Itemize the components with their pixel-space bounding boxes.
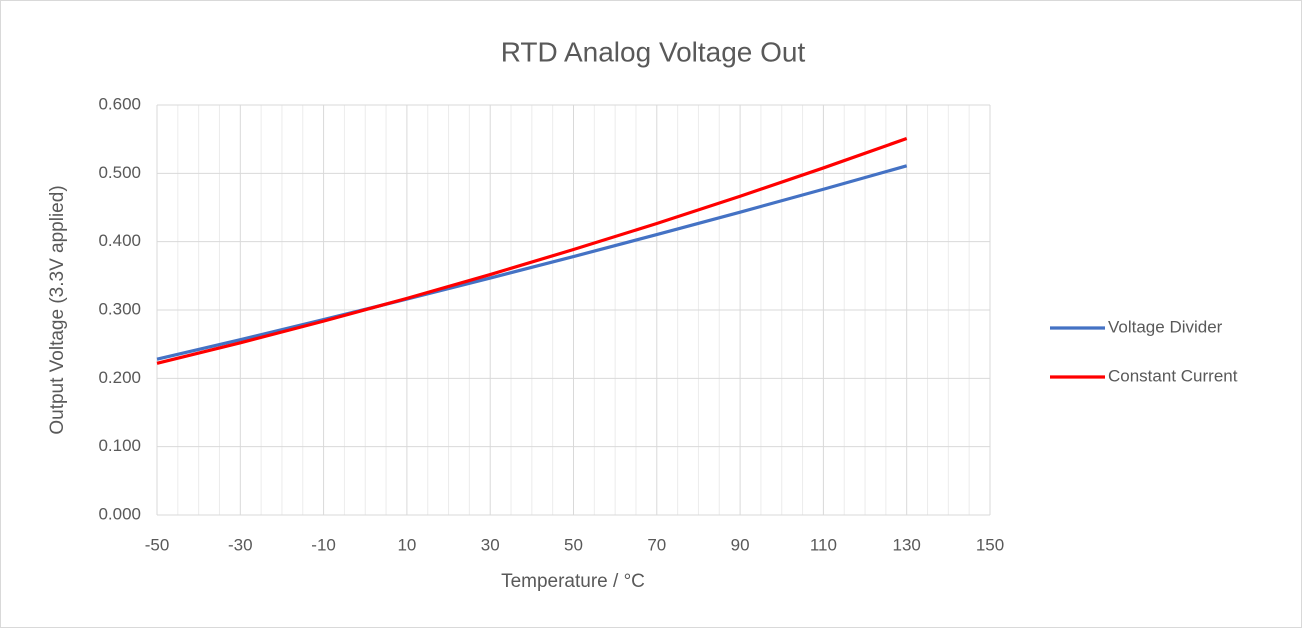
x-tick-label: 70 bbox=[647, 535, 666, 554]
x-tick-label: 10 bbox=[397, 535, 416, 554]
y-tick-label: 0.300 bbox=[98, 299, 141, 318]
x-tick-label: -50 bbox=[145, 535, 170, 554]
legend-label: Constant Current bbox=[1108, 366, 1238, 385]
y-tick-label: 0.400 bbox=[98, 231, 141, 250]
x-tick-label: -30 bbox=[228, 535, 253, 554]
chart-title: RTD Analog Voltage Out bbox=[501, 36, 806, 67]
x-tick-label: 90 bbox=[731, 535, 750, 554]
x-tick-label: 150 bbox=[976, 535, 1004, 554]
y-axis-label: Output Voltage (3.3V applied) bbox=[47, 185, 68, 434]
x-tick-label: 110 bbox=[810, 535, 837, 554]
y-tick-label: 0.000 bbox=[98, 504, 141, 523]
x-axis-label: Temperature / °C bbox=[501, 571, 645, 592]
x-tick-label: -10 bbox=[311, 535, 336, 554]
series-line bbox=[156, 136, 908, 365]
y-tick-label: 0.600 bbox=[98, 94, 141, 113]
x-tick-label: 130 bbox=[893, 535, 921, 554]
y-tick-label: 0.500 bbox=[98, 163, 141, 182]
series-line bbox=[156, 164, 908, 361]
y-tick-label: 0.200 bbox=[98, 368, 141, 387]
legend-label: Voltage Divider bbox=[1108, 317, 1223, 336]
y-tick-label: 0.100 bbox=[98, 436, 141, 455]
x-tick-label: 30 bbox=[481, 535, 500, 554]
x-tick-label: 50 bbox=[564, 535, 583, 554]
